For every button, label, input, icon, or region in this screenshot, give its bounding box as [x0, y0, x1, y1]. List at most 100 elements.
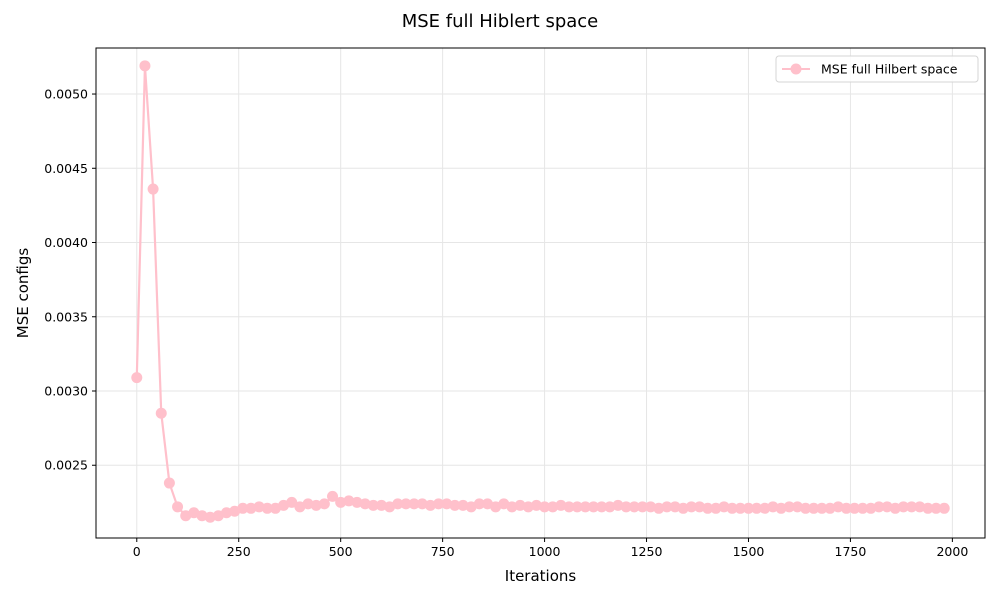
- data-point: [563, 501, 575, 513]
- data-point: [791, 501, 803, 513]
- data-point: [302, 498, 314, 510]
- data-point: [857, 502, 869, 514]
- legend-label: MSE full Hilbert space: [821, 62, 958, 77]
- data-point: [571, 501, 583, 513]
- data-point: [914, 501, 926, 513]
- data-point: [800, 502, 812, 514]
- data-point: [588, 501, 600, 513]
- data-point: [620, 501, 632, 513]
- plot-frame: [95, 47, 986, 539]
- x-tick-label: 2000: [936, 544, 968, 559]
- data-point: [808, 502, 820, 514]
- data-point: [131, 372, 143, 384]
- x-tick-label: 1750: [835, 544, 867, 559]
- data-point: [922, 502, 934, 514]
- x-tick-label: 250: [227, 544, 251, 559]
- data-point: [237, 502, 249, 514]
- data-point: [139, 60, 151, 72]
- data-point: [865, 502, 877, 514]
- data-point: [897, 501, 909, 513]
- grid: [96, 48, 985, 538]
- legend: MSE full Hilbert space: [775, 55, 979, 83]
- series-layer: [131, 60, 950, 523]
- data-point: [204, 511, 216, 523]
- data-point: [604, 501, 616, 513]
- data-point: [449, 499, 461, 511]
- data-point: [441, 498, 453, 510]
- data-point: [408, 498, 420, 510]
- data-point: [881, 501, 893, 513]
- data-point: [327, 490, 339, 502]
- data-point: [351, 496, 363, 508]
- data-point: [367, 499, 379, 511]
- y-tick-label: 0.0050: [44, 87, 88, 102]
- legend-marker: [790, 63, 802, 75]
- data-point: [751, 502, 763, 514]
- data-point: [579, 501, 591, 513]
- chart-title: MSE full Hiblert space: [402, 11, 599, 32]
- data-point: [547, 501, 559, 513]
- data-point: [889, 502, 901, 514]
- data-point: [930, 502, 942, 514]
- x-tick-label: 500: [329, 544, 353, 559]
- legend-box: [775, 55, 979, 83]
- data-point: [938, 502, 950, 514]
- data-point: [612, 499, 624, 511]
- data-point: [318, 498, 330, 510]
- x-tick-label: 1250: [631, 544, 663, 559]
- data-point: [163, 477, 175, 489]
- data-point: [359, 498, 371, 510]
- data-point: [147, 183, 159, 195]
- data-point: [424, 499, 436, 511]
- data-point: [539, 501, 551, 513]
- data-point: [816, 502, 828, 514]
- data-point: [759, 502, 771, 514]
- data-point: [636, 501, 648, 513]
- data-point: [286, 496, 298, 508]
- data-point: [196, 510, 208, 522]
- data-point: [685, 501, 697, 513]
- data-point: [906, 501, 918, 513]
- x-tick-label: 750: [431, 544, 455, 559]
- data-point: [718, 501, 730, 513]
- data-point: [155, 407, 167, 419]
- data-point: [506, 501, 518, 513]
- data-point: [873, 501, 885, 513]
- y-axis-label: MSE configs: [14, 248, 32, 339]
- data-point: [653, 502, 665, 514]
- data-point: [555, 499, 567, 511]
- data-point: [245, 502, 257, 514]
- data-point: [775, 502, 787, 514]
- data-point: [261, 502, 273, 514]
- data-point: [824, 502, 836, 514]
- data-point: [514, 499, 526, 511]
- y-tick-label: 0.0030: [44, 384, 88, 399]
- data-point: [596, 501, 608, 513]
- y-tick-label: 0.0045: [44, 161, 88, 176]
- data-point: [840, 502, 852, 514]
- data-point: [767, 501, 779, 513]
- data-point: [645, 501, 657, 513]
- data-point: [710, 502, 722, 514]
- data-point: [677, 502, 689, 514]
- data-point: [400, 498, 412, 510]
- data-point: [742, 502, 754, 514]
- data-point: [849, 502, 860, 514]
- data-point: [734, 502, 746, 514]
- x-tick-label: 1000: [529, 544, 561, 559]
- data-point: [522, 501, 534, 513]
- data-point: [473, 498, 485, 510]
- data-point: [457, 499, 469, 511]
- data-point: [832, 501, 844, 513]
- data-point: [669, 501, 681, 513]
- data-point: [628, 501, 640, 513]
- data-point: [335, 496, 347, 508]
- x-tick-label: 1500: [733, 544, 765, 559]
- data-point: [783, 501, 795, 513]
- data-point: [530, 499, 542, 511]
- y-tick-label: 0.0035: [44, 309, 88, 324]
- data-point: [433, 498, 445, 510]
- data-point: [702, 502, 714, 514]
- data-point: [726, 502, 738, 514]
- x-tick-label: 0: [133, 544, 141, 559]
